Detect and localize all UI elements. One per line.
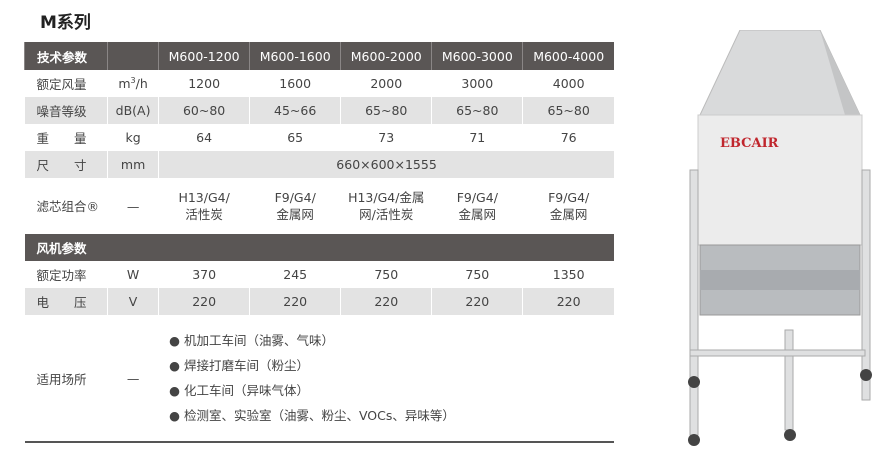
- table-row: 尺 寸 mm 660×600×1555: [24, 151, 614, 178]
- table-row: 额定风量 m3/h 1200 1600 2000 3000 4000: [25, 70, 614, 97]
- row-unit: m3/h: [107, 70, 159, 97]
- cell: 73: [340, 124, 432, 151]
- cell: 750: [431, 261, 523, 288]
- header-label: 技术参数: [23, 42, 108, 70]
- row-label: 电 压: [24, 288, 108, 315]
- cell: 65~80: [340, 97, 432, 124]
- model-header: M600-1200: [158, 42, 250, 70]
- model-header: M600-2000: [340, 42, 432, 70]
- row-label: 重 量: [36, 131, 87, 146]
- product-image: EBCAIR: [688, 30, 872, 446]
- table-row: 重 量 kg 64 65 73 71 76: [25, 124, 614, 151]
- table-row: 噪音等级 dB(A) 60~80 45~66 65~80 65~80 65~80: [24, 97, 614, 124]
- model-header: M600-4000: [522, 42, 614, 70]
- usage-item: ● 机加工车间（油雾、气味）: [169, 333, 334, 348]
- table-row: 滤芯组合® — H13/G4/活性炭 F9/G4/金属网 H13/G4/金属 网/活…: [25, 178, 614, 234]
- cell: 220: [158, 288, 250, 315]
- cell: 76: [522, 124, 614, 151]
- usage-row: 适用场所 — ● 机加工车间（油雾、气味） ● 焊接打磨车间（粉尘） ● 化工车间…: [24, 315, 614, 443]
- cell: 1200: [158, 70, 250, 97]
- row-unit: mm: [107, 151, 159, 178]
- model-header: M600-3000: [431, 42, 523, 70]
- usage-item: ● 焊接打磨车间（粉尘）: [169, 358, 309, 373]
- row-label: 适用场所: [24, 315, 108, 443]
- model-header: M600-1600: [249, 42, 341, 70]
- cell: 220: [249, 288, 341, 315]
- cell: F9/G4/金属网: [249, 178, 341, 234]
- row-unit: dB(A): [107, 97, 159, 124]
- cell: 220: [431, 288, 523, 315]
- cell: 65: [249, 124, 341, 151]
- row-unit: W: [107, 261, 159, 288]
- cell: 370: [158, 261, 250, 288]
- row-unit: —: [107, 315, 159, 443]
- cell: 45~66: [249, 97, 341, 124]
- brand-logo: EBCAIR: [720, 136, 779, 151]
- usage-item: ● 化工车间（异味气体）: [169, 383, 309, 398]
- section-label: 风机参数: [24, 234, 614, 261]
- table-row: 额定功率 W 370 245 750 750 1350: [25, 261, 614, 288]
- cell: F9/G4/金属网: [431, 178, 523, 234]
- cell: 750: [340, 261, 432, 288]
- cell: 60~80: [158, 97, 250, 124]
- cell: 660×600×1555: [158, 151, 614, 178]
- cell: F9/G4/金属网: [522, 178, 614, 234]
- row-label: 噪音等级: [24, 97, 108, 124]
- section-header: 风机参数: [24, 234, 614, 261]
- row-unit: —: [107, 178, 159, 234]
- cell: 65~80: [431, 97, 523, 124]
- cell: 64: [158, 124, 250, 151]
- cell: H13/G4/活性炭: [158, 178, 250, 234]
- row-unit: kg: [107, 124, 159, 151]
- page-title: M系列: [40, 13, 91, 33]
- cell: 1600: [249, 70, 341, 97]
- cell: 2000: [340, 70, 432, 97]
- row-label: 尺 寸: [24, 151, 108, 178]
- cell: 3000: [431, 70, 523, 97]
- cell: H13/G4/金属 网/活性炭: [340, 178, 432, 234]
- usage-list: ● 机加工车间（油雾、气味） ● 焊接打磨车间（粉尘） ● 化工车间（异味气体）…: [158, 315, 614, 443]
- cell: 71: [431, 124, 523, 151]
- cell: 220: [522, 288, 614, 315]
- cell: 220: [340, 288, 432, 315]
- cell: 65~80: [522, 97, 614, 124]
- cell: 245: [249, 261, 341, 288]
- cell: 1350: [522, 261, 614, 288]
- row-label: 额定风量: [36, 77, 87, 92]
- table-header: 技术参数 M600-1200 M600-1600 M600-2000 M600-…: [23, 42, 614, 70]
- row-label: 滤芯组合®: [36, 198, 100, 214]
- usage-item: ● 检测室、实验室（油雾、粉尘、VOCs、异味等）: [169, 408, 455, 423]
- row-label: 额定功率: [36, 268, 87, 283]
- row-unit: V: [107, 288, 159, 315]
- cell: 4000: [522, 70, 614, 97]
- spec-table: 技术参数 M600-1200 M600-1600 M600-2000 M600-…: [23, 42, 614, 443]
